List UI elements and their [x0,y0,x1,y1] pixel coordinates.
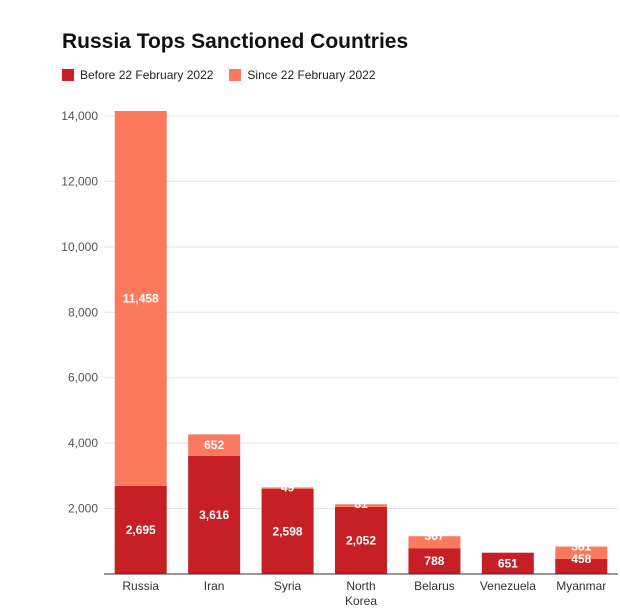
data-labels: 2,695 11,458 3,616 652 2,598 49 2,052 81 788 367 6… [123,291,592,570]
x-category-label: Belarus [414,579,455,593]
y-tick-label: 6,000 [68,371,98,385]
legend-label-before: Before 22 February 2022 [80,68,214,82]
bar-segment [335,504,387,507]
bar-segment [188,434,241,456]
data-label: 49 [281,480,295,494]
data-label: 652 [204,438,224,452]
legend: Before 22 February 2022 Since 22 Februar… [62,68,392,82]
bar-segment [555,546,608,560]
gridlines [104,115,618,510]
data-label: 788 [424,554,444,568]
legend-label-since: Since 22 February 2022 [247,68,376,82]
legend-item-before: Before 22 February 2022 [62,68,213,82]
data-label: 11,458 [123,291,159,305]
y-tick-label: 8,000 [68,305,98,319]
bar-segment [261,489,314,574]
bars [114,110,608,574]
y-tick-label: 12,000 [61,174,98,188]
bar-segment [481,552,534,574]
data-label: 2,598 [273,525,303,539]
x-category-label: Syria [274,579,302,593]
y-tick-label: 4,000 [68,436,98,450]
bar-segment [408,548,461,574]
x-category-label: Korea [345,594,377,608]
bar-segment [261,487,314,490]
legend-swatch-before [62,69,74,81]
y-tick-label: 2,000 [68,502,98,516]
data-label: 3,616 [199,508,229,522]
y-axis-ticks: 2,000 4,000 6,000 8,000 10,000 12,000 14,000 [61,109,98,516]
chart-title: Russia Tops Sanctioned Countries [62,30,409,53]
x-category-label: Russia [122,579,159,593]
x-category-label: Myanmar [556,579,606,593]
data-label: 381 [571,540,591,554]
bar-segment [408,536,461,549]
data-label: 367 [424,529,444,543]
data-label: 2,052 [346,533,376,547]
y-tick-label: 10,000 [61,240,98,254]
bar-segment [555,559,608,574]
x-category-label: Venezuela [480,579,536,593]
x-category-label: Iran [204,579,225,593]
bar-segment [188,455,241,574]
data-label: 458 [571,552,591,566]
bar-segment [114,485,167,574]
y-tick-label: 14,000 [61,109,98,123]
legend-swatch-since [229,69,242,81]
data-label: 651 [498,556,518,570]
x-category-label: North [346,579,375,593]
data-label: 81 [354,497,368,511]
bar-segment [114,110,167,486]
bar-segment [335,506,387,574]
legend-item-since: Since 22 February 2022 [229,68,376,82]
data-label: 2,695 [126,523,156,537]
